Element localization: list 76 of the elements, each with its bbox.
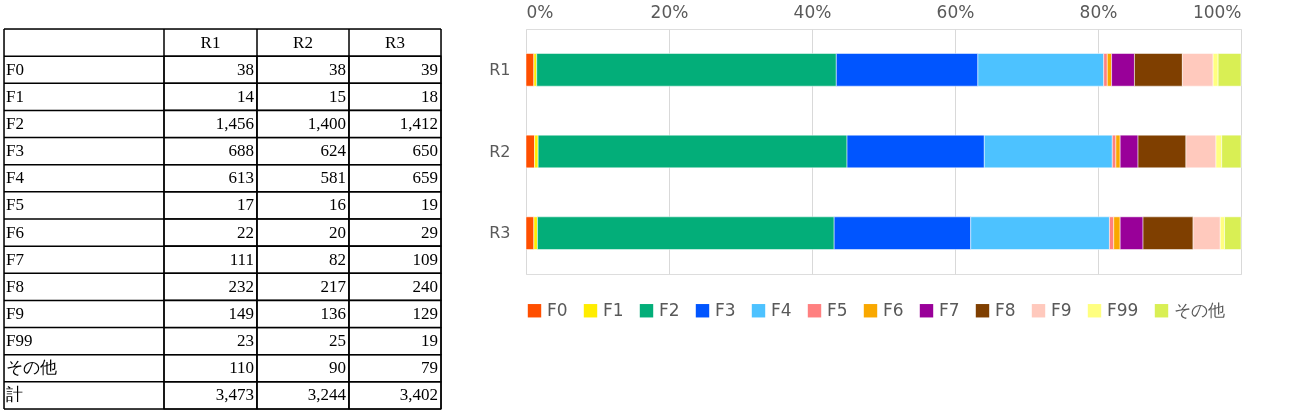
y-tick-label: 計: [6, 385, 23, 405]
data-label: 659: [412, 168, 438, 188]
y-tick-label: F0: [6, 59, 24, 79]
y-tick-label: R1: [489, 59, 511, 79]
x-tick-label: 0%: [526, 1, 554, 22]
data-label: 79: [421, 358, 438, 378]
data-label: 38: [329, 59, 346, 79]
data-label: 1,456: [215, 114, 254, 133]
data-label: 136: [320, 304, 346, 323]
x-tick-label: R3: [385, 32, 405, 52]
x-tick-label: 60%: [936, 1, 975, 22]
data-label: 17: [237, 195, 255, 215]
legend-label: F1: [603, 299, 624, 320]
data-label: 1,412: [399, 114, 438, 133]
data-label: 650: [412, 141, 438, 161]
y-tick-label: F5: [6, 195, 24, 215]
y-tick-label: F3: [6, 141, 24, 161]
data-label: 16: [329, 195, 346, 215]
data-label: 688: [228, 141, 254, 161]
y-tick-label: F1: [6, 86, 24, 106]
y-tick-label: F99: [6, 331, 33, 351]
legend-label: その他: [1174, 299, 1225, 320]
y-tick-label: F6: [6, 222, 24, 242]
data-label: 624: [320, 141, 347, 161]
legend-label: F9: [1051, 299, 1072, 320]
data-label: 581: [320, 168, 346, 188]
legend-label: F99: [1107, 299, 1139, 320]
data-label: 3,473: [215, 385, 254, 405]
data-label: 14: [237, 86, 255, 106]
legend-label: F5: [827, 299, 848, 320]
data-label: 90: [329, 358, 346, 378]
data-label: 129: [412, 304, 438, 323]
data-label: 19: [421, 195, 438, 215]
data-label: 3,402: [399, 385, 438, 405]
x-tick-label: 80%: [1079, 1, 1118, 22]
data-label: 149: [228, 304, 254, 323]
data-label: 23: [237, 331, 254, 351]
x-tick-label: R1: [200, 32, 221, 52]
legend-label: F8: [995, 299, 1016, 320]
y-tick-label: R3: [489, 223, 511, 243]
y-tick-label: F8: [6, 276, 24, 296]
data-label: 15: [329, 86, 346, 106]
data-label: 29: [421, 222, 438, 242]
data-label: 38: [237, 59, 254, 79]
data-label: 20: [329, 222, 346, 242]
data-label: 109: [412, 249, 438, 269]
x-tick-label: 40%: [793, 1, 832, 22]
x-tick-label: 100%: [1192, 1, 1242, 22]
data-label: 232: [228, 276, 254, 296]
data-label: 18: [421, 86, 438, 106]
data-label: 19: [421, 331, 438, 351]
data-label: 217: [320, 276, 347, 296]
data-label: 110: [229, 358, 254, 378]
legend-label: F7: [939, 299, 960, 320]
y-tick-label: F9: [6, 304, 24, 323]
data-label: 613: [228, 168, 254, 188]
data-label: 111: [229, 249, 254, 269]
y-tick-label: その他: [6, 358, 57, 378]
y-tick-label: F2: [6, 114, 24, 133]
y-tick-label: F7: [6, 249, 25, 269]
legend-label: F6: [883, 299, 904, 320]
data-label: 82: [329, 249, 346, 269]
data-label: 240: [412, 276, 438, 296]
y-tick-label: F4: [6, 168, 25, 188]
y-tick-label: R2: [489, 141, 511, 161]
legend-label: F2: [659, 299, 680, 320]
legend-label: F3: [715, 299, 736, 320]
data-label: 22: [237, 222, 254, 242]
data-label: 39: [421, 59, 438, 79]
data-label: 25: [329, 331, 346, 351]
x-tick-label: R2: [293, 32, 313, 52]
x-tick-label: 20%: [650, 1, 689, 22]
legend-label: F0: [547, 299, 568, 320]
data-label: 3,244: [307, 385, 347, 405]
legend-label: F4: [771, 299, 792, 320]
data-label: 1,400: [307, 114, 346, 133]
